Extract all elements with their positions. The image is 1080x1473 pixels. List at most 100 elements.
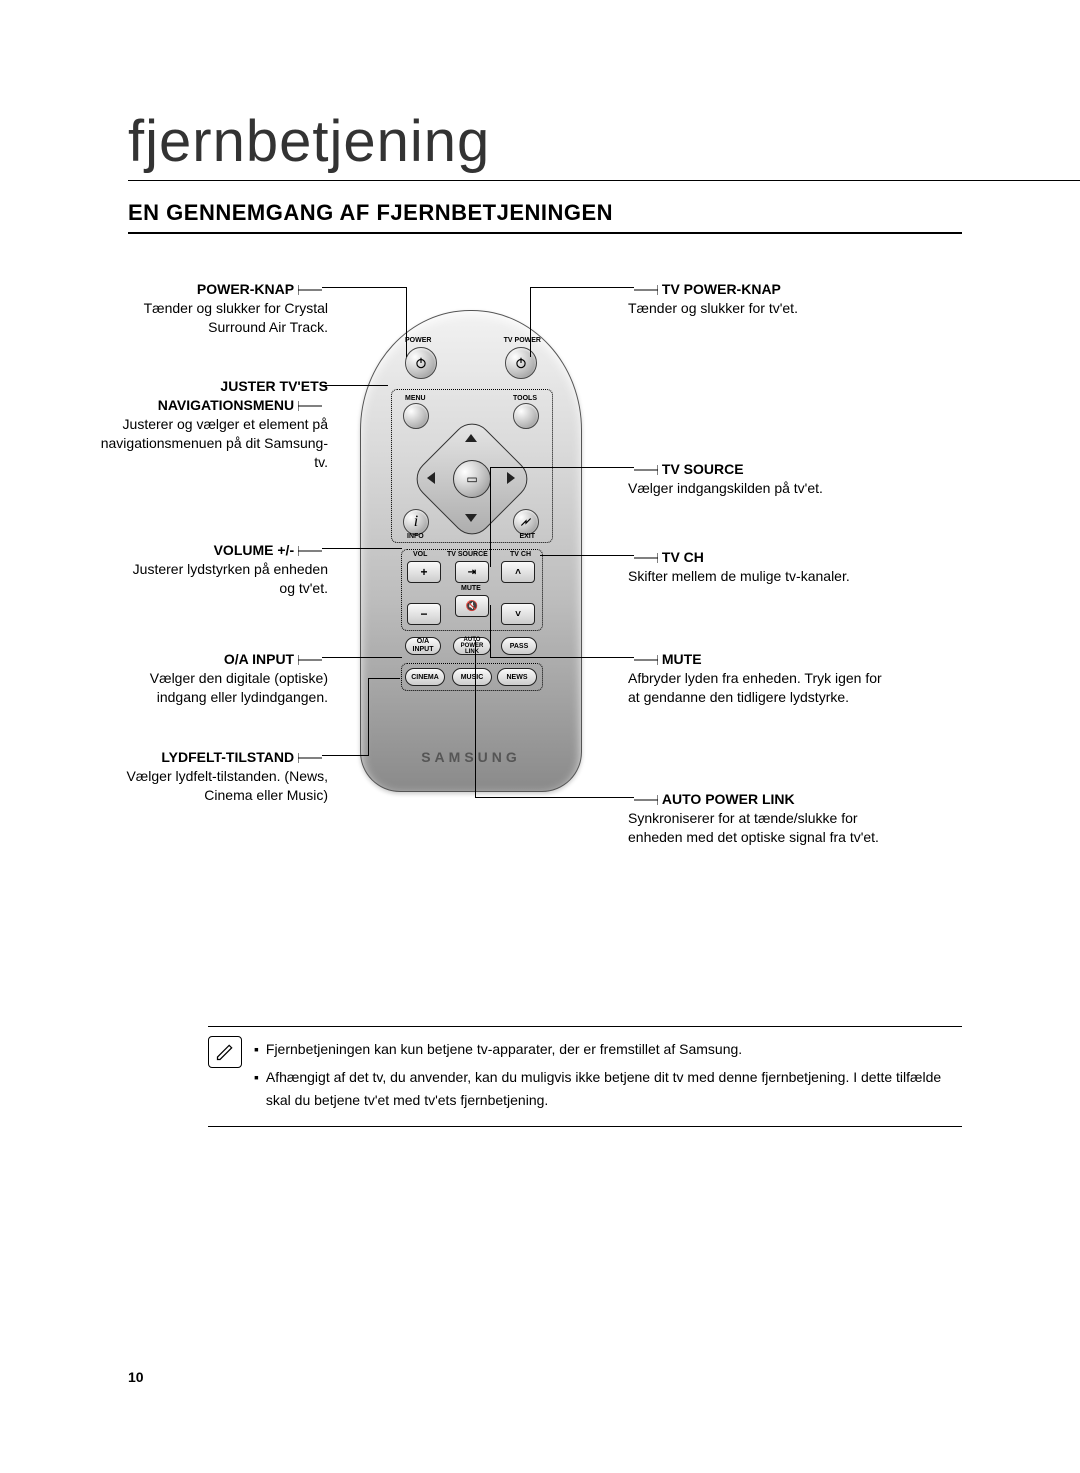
callout-sound: LYDFELT-TILSTAND Vælger lydfelt-tilstand… (100, 748, 328, 805)
leader-line (368, 678, 369, 756)
exit-icon (519, 515, 533, 529)
ch-up-button: ˄ (501, 561, 535, 583)
power-icon (514, 356, 528, 370)
callout-title: MUTE (662, 651, 702, 667)
dpad: ▭ (419, 426, 523, 530)
callout-title: LYDFELT-TILSTAND (161, 749, 294, 765)
page-subtitle: EN GENNEMGANG AF FJERNBETJENINGEN (128, 200, 962, 226)
leader-line (540, 555, 634, 556)
label-mute: MUTE (461, 585, 481, 592)
leader-line (490, 657, 634, 658)
dpad-up-icon (465, 434, 477, 442)
callout-body: Synkroniserer for at tænde/slukke for en… (628, 810, 879, 845)
leader-line (322, 385, 388, 386)
leader-line (530, 287, 634, 288)
bullet-icon: ▪ (254, 1066, 262, 1088)
mute-button: 🔇 (455, 595, 489, 617)
divider (208, 1026, 962, 1027)
label-power: POWER (405, 337, 431, 344)
callout-tv-source: TV SOURCE Vælger indgangskilden på tv'et… (628, 460, 888, 498)
label-info: INFO (407, 533, 424, 540)
callout-body: Tænder og slukker for tv'et. (628, 300, 798, 316)
leader-line (530, 287, 531, 357)
callout-tv-power: TV POWER-KNAP Tænder og slukker for tv'e… (628, 280, 888, 318)
callout-title: AUTO POWER LINK (662, 791, 795, 807)
label-menu: MENU (405, 395, 426, 402)
leader-line (322, 755, 368, 756)
leader-line (368, 678, 400, 679)
vol-up-button: + (407, 561, 441, 583)
label-exit: EXIT (519, 533, 535, 540)
info-button: i (403, 509, 429, 535)
page-title: fjernbetjening (128, 108, 490, 175)
callout-body: Justerer lydstyrken på enheden og tv'et. (133, 561, 328, 596)
callout-body: Vælger den digitale (optiske) indgang el… (150, 670, 328, 705)
dpad-center: ▭ (453, 460, 491, 498)
pass-button: PASS (501, 637, 537, 655)
callout-body: Vælger lydfelt-tilstanden. (News, Cinema… (126, 768, 328, 803)
callout-title: TV POWER-KNAP (662, 281, 781, 297)
auto-power-link-label: AUTO POWER LINK (461, 637, 484, 655)
callout-oa: O/A INPUT Vælger den digitale (optiske) … (128, 650, 328, 707)
manual-page: fjernbetjening EN GENNEMGANG AF FJERNBET… (0, 0, 1080, 1473)
leader-line (475, 640, 476, 797)
music-label: MUSIC (461, 674, 484, 681)
auto-power-link-button: AUTO POWER LINK (453, 637, 491, 655)
divider (208, 1126, 962, 1127)
leader-line (490, 467, 491, 567)
oa-input-button: O/A INPUT (405, 637, 441, 655)
callout-nav: JUSTER TV'ETS NAVIGATIONSMENU Justerer o… (100, 377, 328, 471)
callout-title: TV CH (662, 549, 704, 565)
callout-title: O/A INPUT (224, 651, 294, 667)
callout-body: Skifter mellem de mulige tv-kanaler. (628, 568, 850, 584)
bullet-icon: ▪ (254, 1038, 262, 1060)
leader-line (322, 287, 406, 288)
ch-down-button: ˅ (501, 603, 535, 625)
note-text: Fjernbetjeningen kan kun betjene tv-appa… (266, 1038, 966, 1060)
tv-source-button: ⇥ (455, 561, 489, 583)
divider (128, 232, 962, 234)
page-number: 10 (128, 1369, 144, 1385)
dpad-right-icon (507, 472, 515, 484)
exit-button (513, 509, 539, 535)
callout-auto-power: AUTO POWER LINK Synkroniserer for at tæn… (628, 790, 898, 847)
callout-title: VOLUME +/- (214, 542, 295, 558)
music-button: MUSIC (452, 668, 492, 686)
note-icon (208, 1036, 242, 1068)
callout-tv-ch: TV CH Skifter mellem de mulige tv-kanale… (628, 548, 888, 586)
note-list: ▪ Fjernbetjeningen kan kun betjene tv-ap… (254, 1038, 966, 1111)
label-tv-power: TV POWER (504, 337, 541, 344)
note-item: ▪ Fjernbetjeningen kan kun betjene tv-ap… (254, 1038, 966, 1060)
label-tv-ch: TV CH (510, 551, 531, 558)
news-button: NEWS (497, 668, 537, 686)
dpad-left-icon (427, 472, 435, 484)
callout-mute: MUTE Afbryder lyden fra enheden. Tryk ig… (628, 650, 888, 707)
leader-line (322, 548, 402, 549)
leader-line (490, 605, 491, 657)
note-text: Afhængigt af det tv, du anvender, kan du… (266, 1066, 966, 1111)
callout-body: Afbryder lyden fra enheden. Tryk igen fo… (628, 670, 882, 705)
leader-line (475, 797, 634, 798)
callout-volume: VOLUME +/- Justerer lydstyrken på enhede… (128, 541, 328, 598)
cinema-label: CINEMA (411, 674, 439, 681)
power-button (405, 347, 437, 379)
cinema-button: CINEMA (405, 668, 445, 686)
dpad-down-icon (465, 514, 477, 522)
label-vol: VOL (413, 551, 427, 558)
label-tv-source: TV SOURCE (447, 551, 488, 558)
tick-icon (298, 401, 328, 411)
oa-input-label: O/A INPUT (413, 638, 434, 654)
label-tools: TOOLS (513, 395, 537, 402)
tv-power-button (505, 347, 537, 379)
callout-body: Tænder og slukker for Crystal Surround A… (144, 300, 328, 335)
pencil-icon (215, 1042, 235, 1062)
page-subtitle-wrap: EN GENNEMGANG AF FJERNBETJENINGEN (128, 200, 962, 234)
callout-body: Vælger indgangskilden på tv'et. (628, 480, 823, 496)
remote-illustration: POWER TV POWER MENU TOOLS ▭ i INFO EXIT (360, 310, 582, 792)
news-label: NEWS (507, 674, 528, 681)
leader-line (490, 467, 634, 468)
note-item: ▪ Afhængigt af det tv, du anvender, kan … (254, 1066, 966, 1111)
callout-body: Justerer og vælger et element på navigat… (101, 416, 328, 470)
callout-title: TV SOURCE (662, 461, 744, 477)
vol-down-button: − (407, 603, 441, 625)
